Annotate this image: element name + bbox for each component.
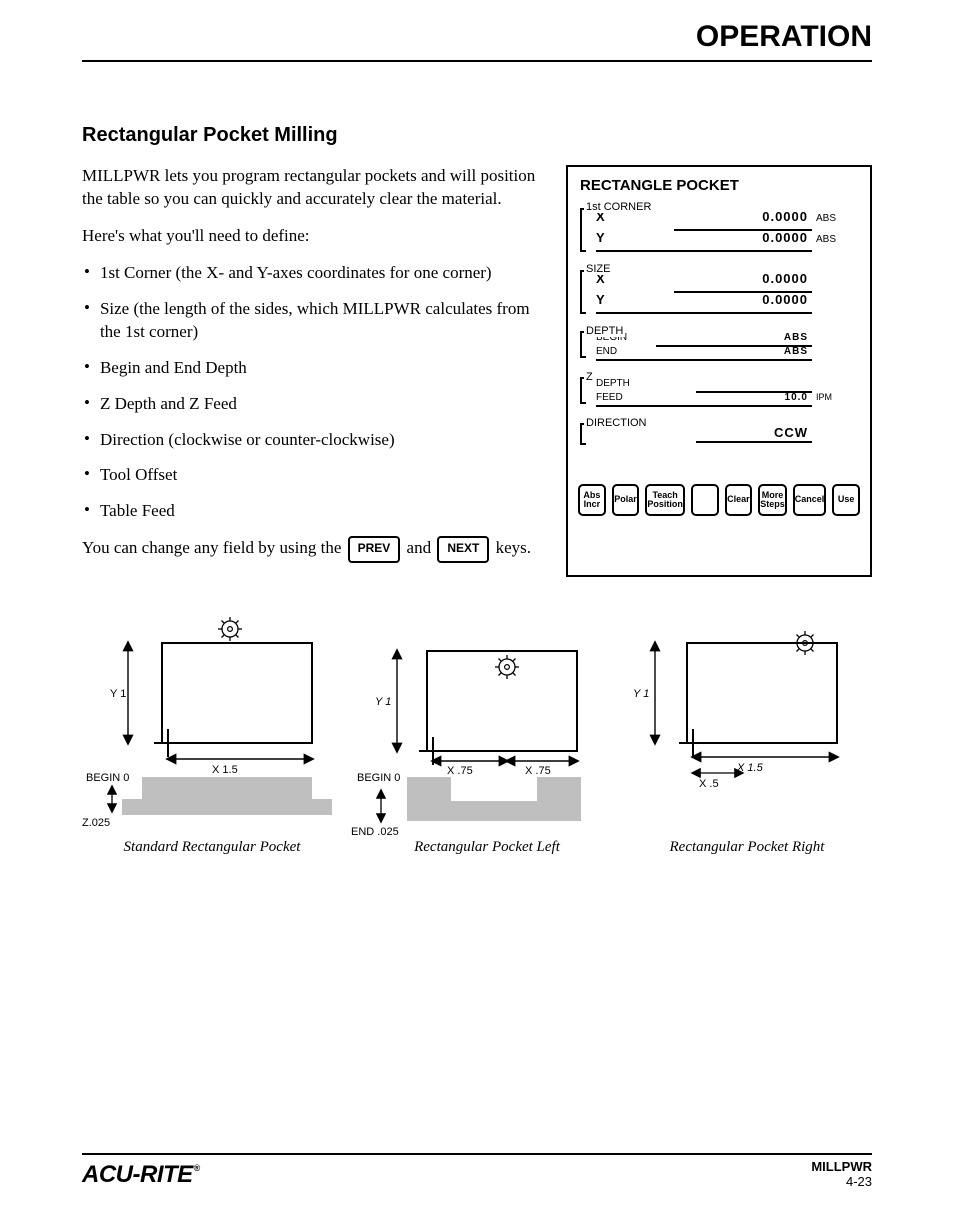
bullet: 1st Corner (the X- and Y-axes coordinate…	[100, 262, 492, 285]
footnote-prefix: You can change any field by using the	[82, 538, 346, 557]
next-key-icon: NEXT	[437, 536, 489, 562]
svg-text:Rectangular Pocket Left: Rectangular Pocket Left	[413, 839, 561, 855]
pocket-diagrams: Y 1 X 1.5 BEGIN 0 Z.025 Standard Rectang…	[82, 601, 872, 861]
field-label-direction: DIRECTION	[584, 417, 649, 429]
screen-panel: RECTANGLE POCKET 1st CORNER X 0.0000 ABS…	[566, 165, 872, 577]
bullet: Begin and End Depth	[100, 357, 247, 380]
svg-text:X .5: X .5	[699, 778, 719, 790]
section-title: Rectangular Pocket Milling	[82, 124, 872, 147]
softkey-abs-incr[interactable]: AbsIncr	[578, 484, 606, 516]
softkey-polar[interactable]: Polar	[612, 484, 640, 516]
field-label-1st-corner: 1st CORNER	[584, 201, 653, 213]
softkey-cancel[interactable]: Cancel	[793, 484, 827, 516]
header-rule	[82, 60, 872, 62]
svg-text:X .75: X .75	[447, 765, 473, 777]
field-label-depth: DEPTH	[584, 325, 625, 337]
softkey-use[interactable]: Use	[832, 484, 860, 516]
footer-page-info: MILLPWR 4-23	[811, 1159, 872, 1189]
softkey-row: AbsIncr Polar TeachPosition Clear MoreSt…	[578, 484, 860, 516]
brand-logo: ACU-RITE®	[82, 1161, 200, 1189]
bullet: Direction (clockwise or counter-clockwis…	[100, 429, 395, 452]
bullet: Table Feed	[100, 500, 175, 523]
field-label-z: Z	[584, 371, 595, 383]
svg-text:X 1.5: X 1.5	[736, 762, 764, 774]
softkey-blank[interactable]	[691, 484, 719, 516]
field-label-size: SIZE	[584, 263, 612, 275]
svg-text:END .025: END .025	[351, 826, 399, 838]
svg-text:X .75: X .75	[525, 765, 551, 777]
bullet: Z Depth and Z Feed	[100, 393, 237, 416]
svg-text:BEGIN 0: BEGIN 0	[357, 772, 400, 784]
screen-title: RECTANGLE POCKET	[578, 177, 860, 194]
bullet: Size (the length of the sides, which MIL…	[100, 298, 538, 344]
svg-text:X 1.5: X 1.5	[212, 764, 238, 776]
softkey-more-steps[interactable]: MoreSteps	[758, 484, 787, 516]
intro-paragraph: MILLPWR lets you program rectangular poc…	[82, 165, 538, 211]
svg-text:Rectangular Pocket Right: Rectangular Pocket Right	[669, 839, 826, 855]
svg-text:BEGIN 0: BEGIN 0	[86, 772, 129, 784]
svg-text:Y 1: Y 1	[110, 688, 126, 700]
footnote-suffix: keys.	[496, 538, 531, 557]
page-header: OPERATION	[696, 20, 872, 54]
svg-text:Y 1: Y 1	[633, 688, 649, 700]
bullet: Tool Offset	[100, 464, 177, 487]
softkey-teach-position[interactable]: TeachPosition	[645, 484, 685, 516]
intro-lead: Here's what you'll need to define:	[82, 225, 538, 248]
prev-key-icon: PREV	[348, 536, 401, 562]
svg-text:Y 1: Y 1	[375, 696, 391, 708]
svg-text:Z.025: Z.025	[82, 817, 110, 829]
svg-text:Standard Rectangular Pocket: Standard Rectangular Pocket	[124, 839, 302, 855]
softkey-clear[interactable]: Clear	[725, 484, 753, 516]
